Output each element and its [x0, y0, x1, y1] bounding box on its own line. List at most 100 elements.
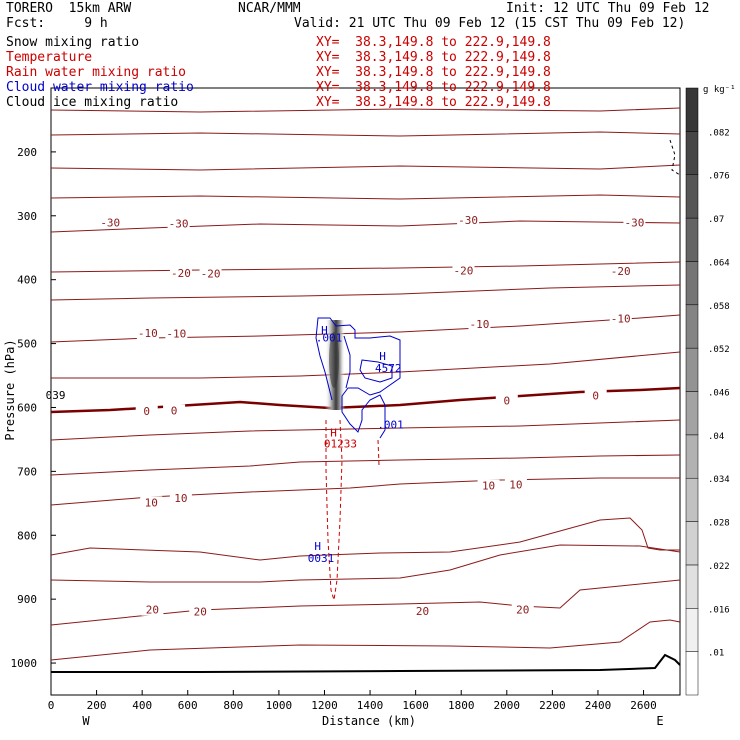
valid-time: Valid: 21 UTC Thu 09 Feb 12 (15 CST Thu …: [294, 16, 686, 31]
x-tick-label: 2000: [494, 699, 521, 712]
colorbar-tick-label: .052: [708, 345, 730, 355]
isotherm-line: [50, 107, 681, 113]
colorbar-tick-label: .07: [708, 215, 724, 225]
colorbar-swatch: [685, 131, 699, 175]
contour-label-bg: [411, 604, 434, 617]
field-label-cloud-ice: Cloud ice mixing ratio: [6, 95, 179, 110]
temperature-isotherms: [50, 107, 681, 661]
contour-annotation: .001: [377, 418, 404, 431]
temperature-contour-label: -30: [169, 218, 189, 231]
field-label-rain: Rain water mixing ratio: [6, 65, 187, 80]
temperature-contour-label: 20: [146, 604, 159, 617]
colorbar-swatch: [685, 434, 699, 479]
plot-frame: [50, 87, 681, 696]
contour-label-bg: [141, 603, 164, 616]
field-xy-cloud-ice: XY= 38.3,149.8 to 222.9,149.8: [316, 95, 551, 110]
temperature-contour-label: -20: [201, 268, 221, 281]
colorbar-swatch: [685, 521, 699, 566]
rain-contour: [377, 439, 380, 466]
temperature-contour-label: 20: [194, 606, 207, 619]
contour-annotation: H: [314, 540, 321, 553]
contour-label-bg: [623, 216, 646, 229]
contour-label-bg: [165, 327, 188, 340]
isotherm-line: [50, 220, 681, 233]
isotherm-line: [50, 544, 681, 583]
snow-shading: [325, 320, 345, 410]
colorbar-swatch: [685, 174, 699, 219]
contour-label-bg: [163, 404, 186, 417]
x-tick-label: 2600: [630, 699, 657, 712]
isotherm-line: [50, 517, 680, 561]
temperature-contour-label: -10: [470, 318, 490, 331]
colorbar-swatch: [685, 391, 699, 436]
cloud-water-contours: [315, 317, 401, 439]
isotherm-line: [50, 579, 681, 626]
contour-annotation: H: [321, 324, 328, 337]
contour-label-bg: [199, 267, 222, 280]
temperature-contour-label: 0: [171, 404, 178, 417]
temperature-contour-label: -20: [171, 267, 191, 280]
y-tick-label: 500: [17, 338, 37, 351]
y-tick-label: 200: [17, 146, 37, 159]
cloud-contour: [359, 359, 393, 383]
contour-label-bg: [452, 264, 475, 277]
contour-label-bg: [495, 394, 518, 407]
contour-label-bg: [584, 389, 607, 402]
temperature-contour-label: -20: [611, 265, 631, 278]
temperature-contour-label: -30: [100, 216, 120, 229]
colorbar-tick-label: .076: [708, 172, 730, 182]
x-tick-label: 400: [132, 699, 152, 712]
field-xy-temperature: XY= 38.3,149.8 to 222.9,149.8: [316, 50, 551, 65]
contour-label-bg: [457, 213, 480, 226]
contour-label-bg: [504, 478, 527, 491]
y-axis: 200 300 400 500 600 700 800 900 1000: [11, 146, 56, 670]
isotherm-line: [50, 194, 681, 200]
isotherm-line: [50, 261, 681, 273]
model-title: TORERO 15km ARW: [6, 1, 132, 16]
x-tick-label: 2400: [585, 699, 612, 712]
colorbar-tick-label: .01: [708, 649, 724, 659]
colorbar-tick-label: .04: [708, 432, 724, 442]
temperature-contour-label: 20: [416, 605, 429, 618]
temperature-contour-label: -10: [611, 312, 631, 325]
x-tick-label: 1000: [266, 699, 293, 712]
colorbar-tick-label: .022: [708, 562, 730, 572]
contour-label-bg: [135, 404, 158, 417]
colorbar-swatch: [685, 608, 699, 652]
y-tick-label: 800: [17, 529, 37, 542]
colorbar-swatch: [685, 477, 699, 522]
contour-label-bg: [136, 326, 159, 339]
isotherm-line: [50, 131, 681, 137]
y-tick-label: 900: [17, 593, 37, 606]
ground-line: [51, 653, 681, 673]
colorbar-swatch: [685, 261, 699, 306]
isotherm-line: [50, 454, 681, 476]
cloud-contour: [315, 337, 333, 401]
field-xy-snow: XY= 38.3,149.8 to 222.9,149.8: [316, 35, 551, 50]
colorbar-tick-label: .016: [708, 605, 730, 615]
isotherm-line: [50, 619, 681, 661]
isotherm-line: [50, 164, 681, 171]
isotherm-line: [50, 284, 681, 301]
temperature-contour-label: 0: [143, 405, 150, 418]
x-tick-label: 0: [48, 699, 55, 712]
contour-label-bg: [477, 479, 500, 492]
x-tick-label: 2200: [539, 699, 566, 712]
forecast-hour: Fcst: 9 h: [6, 16, 108, 31]
cloud-contour: [315, 317, 401, 439]
temperature-contour-label: 0: [503, 395, 510, 408]
temperature-contour-label: 20: [516, 604, 529, 617]
temperature-contour-label: -30: [624, 216, 644, 229]
colorbar-swatch: [685, 87, 699, 132]
contour-label-bg: [468, 318, 491, 331]
org-label: NCAR/MMM: [238, 1, 301, 16]
temperature-contour-label: 10: [174, 492, 187, 505]
colorbar: .01 .016 .022 .028 .034 .04 .046 .052 .058 .064 .0…: [685, 87, 730, 696]
field-label-cloud-water: Cloud water mixing ratio: [6, 80, 194, 95]
contour-label-bg: [189, 605, 212, 618]
colorbar-tick-label: .064: [708, 258, 730, 268]
contour-annotation: 01233: [324, 438, 357, 451]
contour-annotation: 039: [46, 389, 66, 402]
field-label-snow: Snow mixing ratio: [6, 35, 140, 50]
